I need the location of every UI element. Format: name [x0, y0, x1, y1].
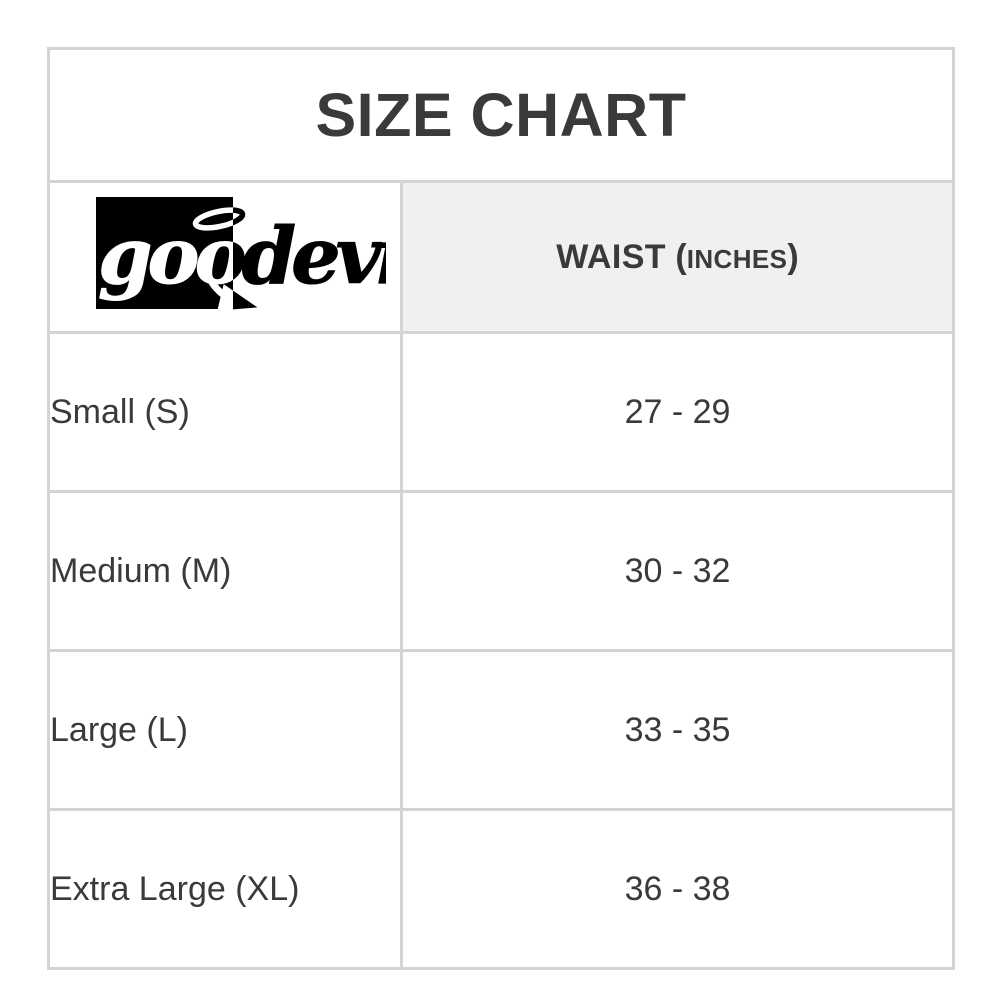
page-title: SIZE CHART	[315, 80, 687, 149]
title-row: SIZE CHART	[47, 47, 955, 183]
table-row: Large (L) 33 - 35	[47, 649, 955, 811]
waist-value-extra-large: 36 - 38	[400, 808, 955, 970]
title-cell: SIZE CHART	[47, 47, 955, 183]
table-header-row: goodeviſ	[47, 180, 955, 334]
waist-header-label: WAIST	[556, 237, 666, 276]
size-label-extra-large: Extra Large (XL)	[47, 808, 403, 970]
waist-value-large: 33 - 35	[400, 649, 955, 811]
waist-value-small: 27 - 29	[400, 331, 955, 493]
size-label-large: Large (L)	[47, 649, 403, 811]
table-row: Small (S) 27 - 29	[47, 331, 955, 493]
goodevil-logo: goodeviſ	[96, 197, 386, 317]
table-row: Extra Large (XL) 36 - 38	[47, 808, 955, 970]
table-row: Medium (M) 30 - 32	[47, 490, 955, 652]
unit-paren-open: (	[675, 237, 687, 276]
goodevil-logo-icon: goodeviſ	[96, 197, 386, 317]
waist-value-medium: 30 - 32	[400, 490, 955, 652]
waist-header-unit: INCHES	[686, 243, 788, 274]
waist-header-cell: WAIST (INCHES)	[400, 180, 955, 334]
size-chart-table: SIZE CHART	[47, 47, 955, 970]
unit-paren-close: )	[787, 237, 799, 276]
size-label-small: Small (S)	[47, 331, 403, 493]
brand-logo-cell: goodeviſ	[47, 180, 403, 334]
size-label-medium: Medium (M)	[47, 490, 403, 652]
